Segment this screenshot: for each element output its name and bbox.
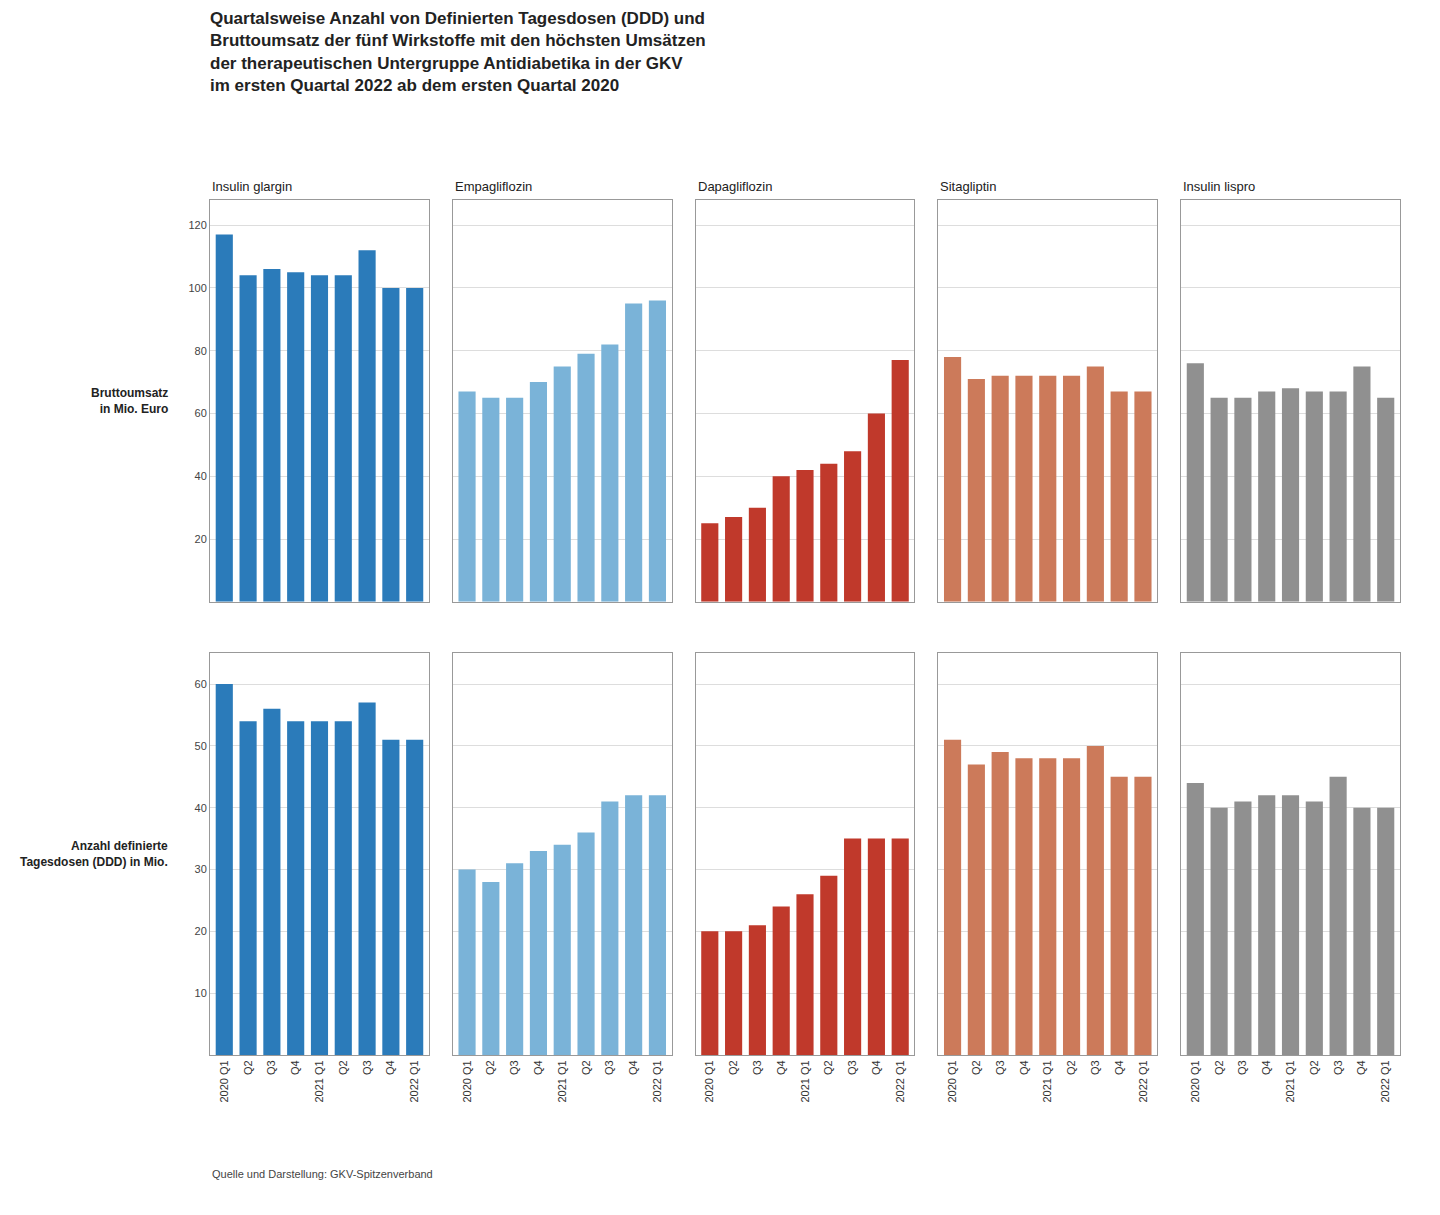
svg-text:Q3: Q3	[603, 1060, 615, 1075]
svg-text:Q4: Q4	[1018, 1060, 1030, 1075]
svg-text:2022 Q1: 2022 Q1	[1137, 1060, 1149, 1102]
svg-text:Q4: Q4	[1355, 1060, 1367, 1075]
svg-text:Q2: Q2	[822, 1060, 834, 1075]
svg-text:Q2: Q2	[580, 1060, 592, 1075]
svg-text:10: 10	[195, 987, 207, 999]
svg-text:Q3: Q3	[846, 1060, 858, 1075]
svg-text:Q3: Q3	[1089, 1060, 1101, 1075]
svg-text:80: 80	[195, 345, 207, 357]
svg-text:Q4: Q4	[1260, 1060, 1272, 1075]
svg-text:40: 40	[195, 470, 207, 482]
svg-text:Q4: Q4	[870, 1060, 882, 1075]
svg-text:2021 Q1: 2021 Q1	[556, 1060, 568, 1102]
svg-text:Quartalsweise Anzahl von Defin: Quartalsweise Anzahl von Definierten Tag…	[210, 9, 706, 94]
svg-text:Quelle und Darstellung: GKV-Sp: Quelle und Darstellung: GKV-Spitzenverba…	[212, 1168, 433, 1180]
svg-text:120: 120	[188, 219, 206, 231]
svg-text:2022 Q1: 2022 Q1	[1379, 1060, 1391, 1102]
svg-text:2020 Q1: 2020 Q1	[218, 1060, 230, 1102]
svg-text:Q2: Q2	[337, 1060, 349, 1075]
svg-text:20: 20	[195, 533, 207, 545]
svg-text:Q4: Q4	[1113, 1060, 1125, 1075]
svg-text:2020 Q1: 2020 Q1	[703, 1060, 715, 1102]
svg-text:2022 Q1: 2022 Q1	[894, 1060, 906, 1102]
svg-text:Q4: Q4	[532, 1060, 544, 1075]
svg-text:Q2: Q2	[970, 1060, 982, 1075]
svg-text:Q2: Q2	[727, 1060, 739, 1075]
svg-text:2021 Q1: 2021 Q1	[799, 1060, 811, 1102]
svg-text:Sitagliptin: Sitagliptin	[940, 179, 996, 194]
svg-text:Empagliflozin: Empagliflozin	[455, 179, 532, 194]
svg-text:2020 Q1: 2020 Q1	[1189, 1060, 1201, 1102]
svg-text:Q3: Q3	[508, 1060, 520, 1075]
svg-text:Dapagliflozin: Dapagliflozin	[698, 179, 772, 194]
svg-text:Q3: Q3	[1332, 1060, 1344, 1075]
svg-text:2022 Q1: 2022 Q1	[651, 1060, 663, 1102]
svg-text:Q2: Q2	[1308, 1060, 1320, 1075]
svg-text:Q3: Q3	[361, 1060, 373, 1075]
svg-text:Q2: Q2	[242, 1060, 254, 1075]
svg-text:40: 40	[195, 802, 207, 814]
svg-text:Q2: Q2	[1065, 1060, 1077, 1075]
svg-text:Q4: Q4	[289, 1060, 301, 1075]
svg-text:2022 Q1: 2022 Q1	[408, 1060, 420, 1102]
svg-text:Insulin glargin: Insulin glargin	[212, 179, 292, 194]
svg-text:Bruttoumsatzin Mio. Euro: Bruttoumsatzin Mio. Euro	[91, 386, 168, 416]
svg-text:20: 20	[195, 925, 207, 937]
svg-text:60: 60	[195, 678, 207, 690]
svg-text:Q2: Q2	[484, 1060, 496, 1075]
svg-text:50: 50	[195, 740, 207, 752]
svg-text:30: 30	[195, 863, 207, 875]
svg-text:Insulin lispro: Insulin lispro	[1183, 179, 1255, 194]
svg-text:100: 100	[188, 282, 206, 294]
svg-text:Anzahl definierteTagesdosen (D: Anzahl definierteTagesdosen (DDD) in Mio…	[20, 839, 168, 869]
svg-text:2021 Q1: 2021 Q1	[1041, 1060, 1053, 1102]
svg-text:60: 60	[195, 407, 207, 419]
svg-text:Q3: Q3	[994, 1060, 1006, 1075]
svg-text:Q3: Q3	[265, 1060, 277, 1075]
svg-text:2020 Q1: 2020 Q1	[461, 1060, 473, 1102]
svg-text:Q4: Q4	[775, 1060, 787, 1075]
svg-text:2021 Q1: 2021 Q1	[313, 1060, 325, 1102]
svg-text:Q2: Q2	[1213, 1060, 1225, 1075]
svg-text:Q3: Q3	[751, 1060, 763, 1075]
svg-text:Q4: Q4	[384, 1060, 396, 1075]
svg-text:2020 Q1: 2020 Q1	[946, 1060, 958, 1102]
svg-text:Q3: Q3	[1236, 1060, 1248, 1075]
svg-text:2021 Q1: 2021 Q1	[1284, 1060, 1296, 1102]
svg-text:Q4: Q4	[627, 1060, 639, 1075]
